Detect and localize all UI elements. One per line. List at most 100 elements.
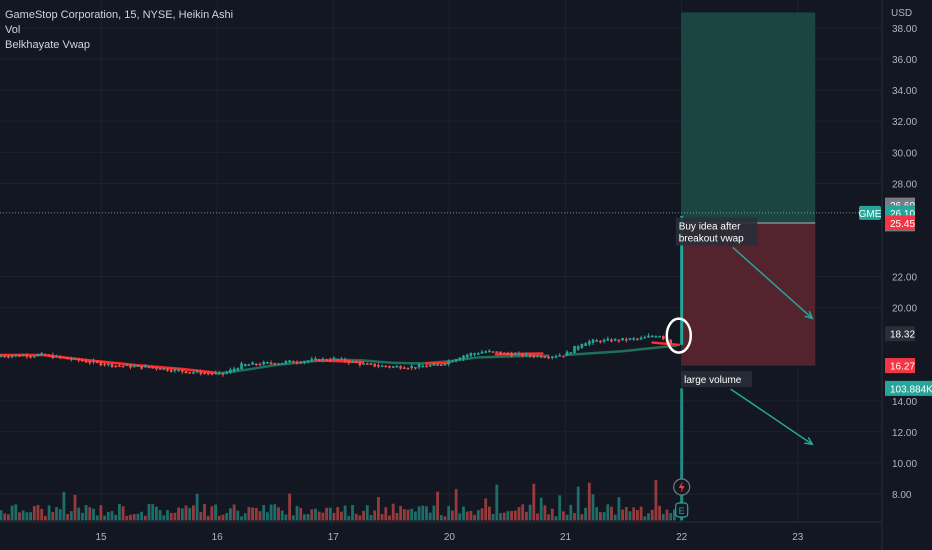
candle-body <box>173 369 177 371</box>
candle-body <box>236 368 240 370</box>
volume-bar <box>643 516 647 521</box>
candle-body <box>314 358 317 361</box>
volume-bar <box>240 516 243 521</box>
currency-label: USD <box>891 8 912 19</box>
volume-bar <box>214 504 217 521</box>
candle-body <box>277 363 280 366</box>
candle-body <box>628 338 632 340</box>
candle-body <box>484 351 487 353</box>
volume-bar <box>173 512 177 521</box>
volume-bar <box>473 514 476 521</box>
volume-bar <box>428 512 432 521</box>
volume-bar <box>336 507 340 521</box>
candle-body <box>617 339 621 342</box>
price-tag-bg <box>885 326 915 342</box>
volume-bar <box>406 509 410 521</box>
candle-body <box>403 367 406 369</box>
volume-bar <box>32 506 36 521</box>
volume-bar <box>543 505 547 521</box>
volume-bar <box>469 510 473 521</box>
volume-bar <box>395 513 399 521</box>
volume-bar <box>73 494 77 521</box>
candle-body <box>584 343 587 346</box>
candle-body <box>3 355 6 358</box>
candle-body <box>451 360 454 363</box>
candle-body <box>528 354 532 357</box>
candle-body <box>10 355 14 358</box>
time-axis[interactable]: 15 16 17 20 21 22 23 <box>0 521 882 543</box>
volume-bar <box>347 515 351 521</box>
target-zone <box>681 12 816 223</box>
volume-bar <box>358 515 362 521</box>
candle-body <box>377 365 380 367</box>
candle-body <box>332 357 336 361</box>
price-tick-label: 32.00 <box>892 117 917 128</box>
candle-body <box>595 340 598 342</box>
price-tick-label: 12.00 <box>892 428 917 439</box>
candle-body <box>36 354 40 357</box>
candle-body <box>414 367 417 369</box>
candle-body <box>539 355 543 358</box>
candle-body <box>51 354 55 359</box>
candle-body <box>258 364 262 366</box>
candle-body <box>247 364 251 366</box>
volume-bar <box>599 512 602 521</box>
candle-body <box>580 344 584 348</box>
candle-body <box>214 372 217 375</box>
volume-bar <box>639 506 643 521</box>
volume-bar <box>88 507 92 521</box>
annotation-arrow <box>730 388 813 445</box>
candle-body <box>140 365 143 369</box>
volume-bar <box>402 509 406 521</box>
candle-body <box>443 363 447 366</box>
candle-body <box>225 372 228 374</box>
volume-bar <box>436 491 439 521</box>
volume-bar <box>465 511 469 521</box>
volume-bar <box>647 513 650 521</box>
volume-bar <box>491 513 495 521</box>
candle-body <box>621 337 624 341</box>
volume-bar <box>513 510 517 521</box>
candle-body <box>303 361 306 363</box>
candle-body <box>380 365 384 368</box>
candle-body <box>181 370 184 372</box>
price-axis[interactable]: USD 38.00 36.00 34.00 32.00 30.00 28.00 22.00 20… <box>881 0 917 550</box>
candle-body <box>14 354 18 357</box>
candle-body <box>599 340 602 343</box>
candle-body <box>576 346 580 350</box>
candle-body <box>510 353 513 357</box>
earnings-icon-glyph: E <box>679 506 685 516</box>
candle-body <box>525 353 528 356</box>
breakout-circle <box>665 317 693 354</box>
candle-body <box>488 350 491 353</box>
volume-bar <box>432 505 436 521</box>
legend-indicator[interactable]: Belkhayate Vwap <box>5 39 90 51</box>
volume-bar <box>532 483 536 521</box>
volume-bar <box>273 504 277 521</box>
candle-body <box>229 369 232 373</box>
price-tick-label: 34.00 <box>892 86 917 97</box>
legend-title[interactable]: GameStop Corporation, 15, NYSE, Heikin A… <box>5 9 234 21</box>
candle-body <box>532 355 536 358</box>
breakout-candle <box>680 215 684 345</box>
candle-body <box>480 351 484 354</box>
candle-body <box>440 364 443 367</box>
volume-bar <box>317 511 321 521</box>
volume-bar <box>103 515 106 521</box>
volume-bar <box>84 504 88 521</box>
volume-bar <box>443 516 447 521</box>
candle-body <box>636 338 639 341</box>
legend-volume[interactable]: Vol <box>5 24 21 36</box>
volume-bar <box>447 505 451 521</box>
volume-bar <box>636 510 639 521</box>
time-tick-label: 15 <box>95 532 107 543</box>
candle-body <box>177 369 180 372</box>
volume-bar <box>602 512 606 521</box>
price-tick-label: 14.00 <box>892 397 917 408</box>
chart-legend: GameStop Corporation, 15, NYSE, Heikin A… <box>5 8 233 53</box>
volume-bar <box>55 507 58 521</box>
volume-bar <box>510 511 513 521</box>
candle-body <box>373 363 376 367</box>
annotation-text: breakout vwap <box>679 233 744 244</box>
